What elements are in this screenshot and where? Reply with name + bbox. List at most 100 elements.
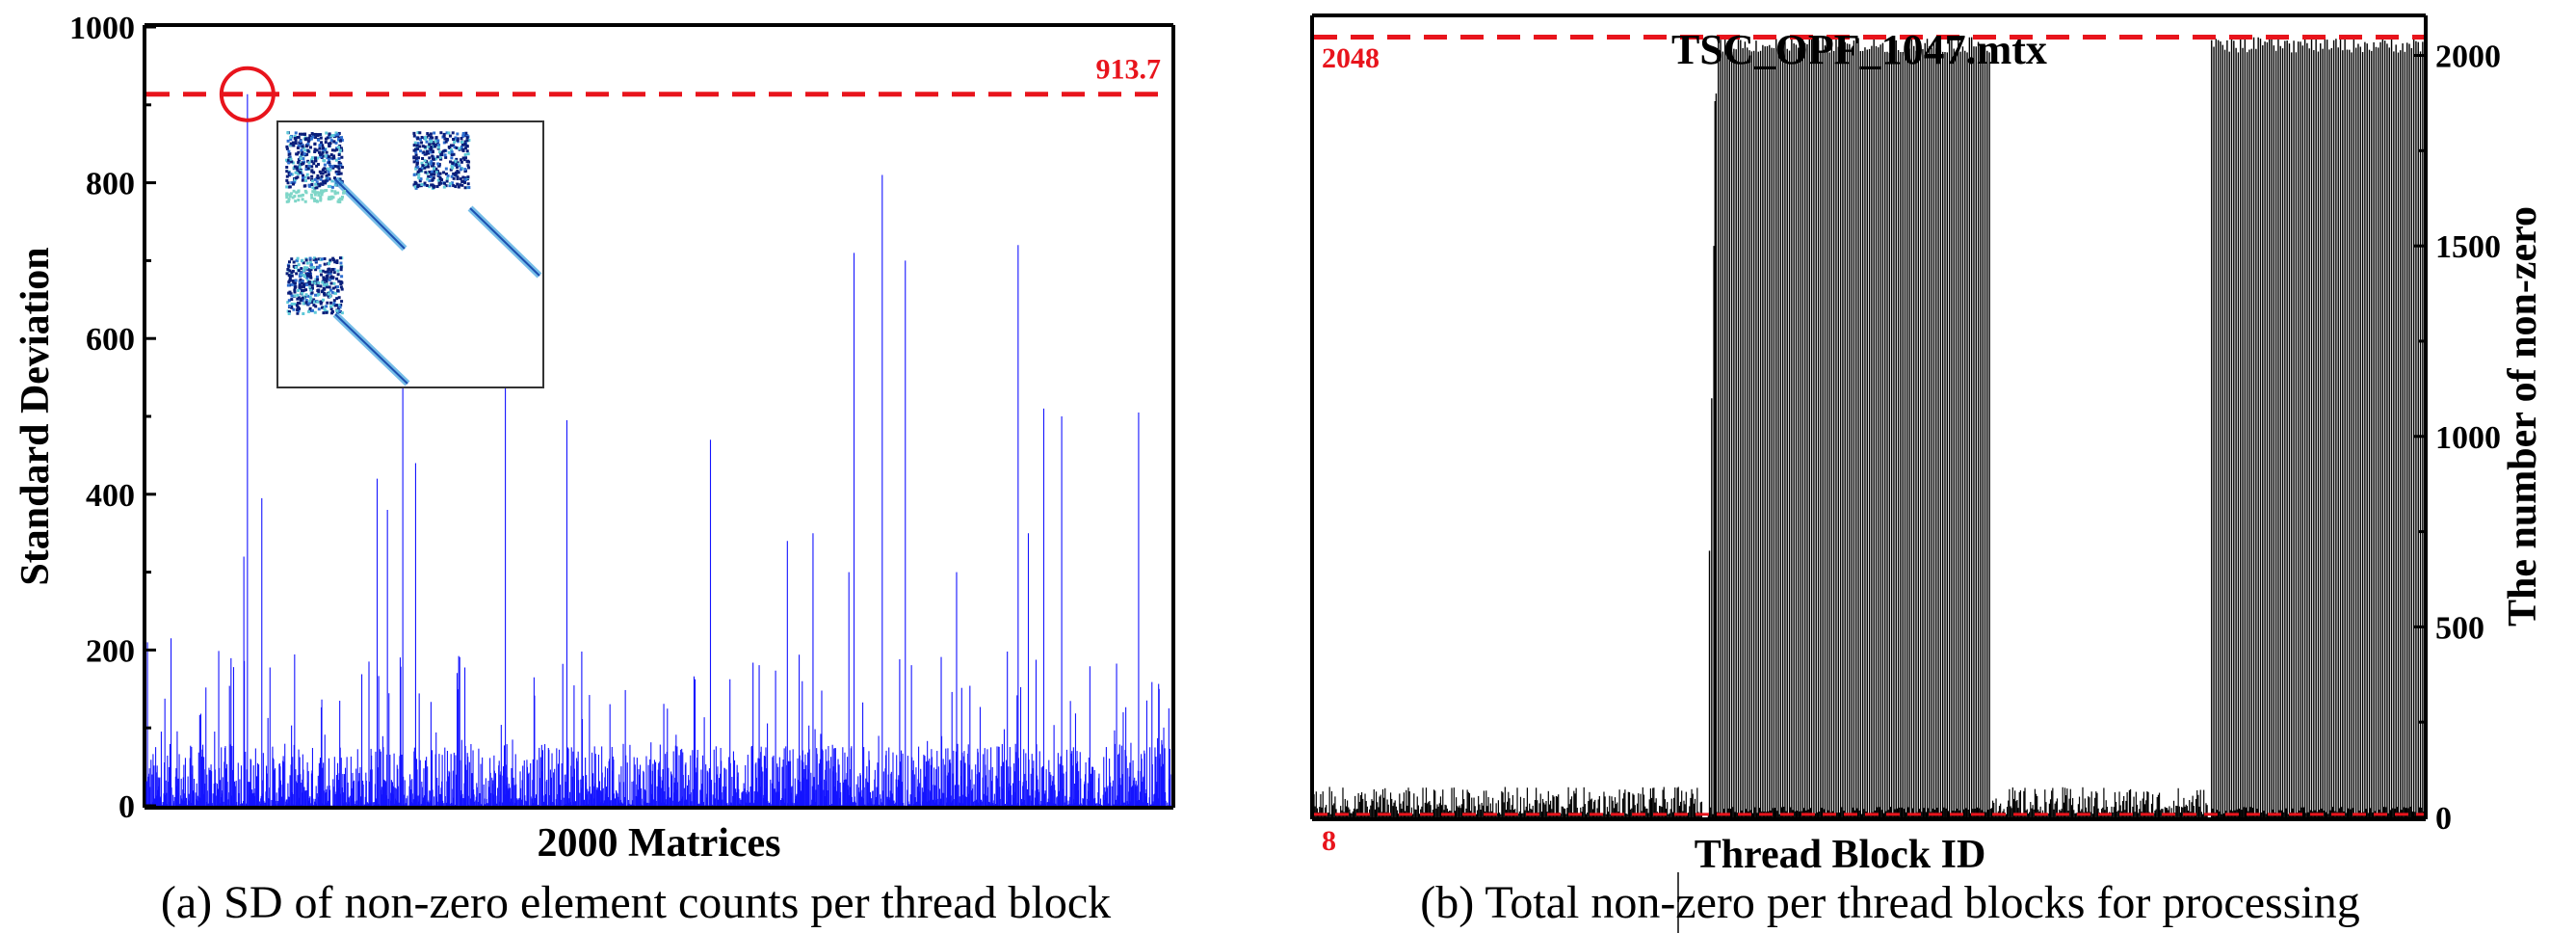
inset-dot bbox=[301, 178, 304, 182]
inset-dot bbox=[445, 131, 449, 135]
inset-dot bbox=[430, 162, 434, 166]
inset-dot bbox=[450, 150, 454, 154]
inset-dot bbox=[336, 269, 340, 273]
inset-dot bbox=[413, 141, 417, 145]
inset-dot bbox=[337, 200, 341, 203]
inset-dot bbox=[447, 146, 451, 149]
inset-dot bbox=[456, 132, 460, 136]
inset-dot bbox=[301, 291, 304, 295]
inset-dot bbox=[465, 144, 469, 147]
inset-dot bbox=[293, 281, 297, 285]
inset-dot bbox=[297, 198, 301, 201]
y-tick-label: 0 bbox=[2435, 801, 2452, 837]
inset-dot bbox=[315, 176, 319, 180]
inset-dot bbox=[326, 282, 329, 286]
inset-dot bbox=[419, 177, 423, 181]
inset-dot bbox=[306, 167, 310, 171]
inset-dot bbox=[443, 148, 447, 152]
inset-dot bbox=[445, 179, 449, 183]
inset-dot bbox=[304, 301, 308, 305]
inset-dot bbox=[290, 302, 294, 306]
inset-dot bbox=[329, 153, 333, 157]
inset-dot bbox=[454, 173, 458, 176]
inset-dot bbox=[321, 144, 325, 147]
inset-dot bbox=[413, 147, 417, 151]
inset-dot bbox=[300, 194, 303, 198]
inset-dot bbox=[463, 140, 467, 144]
inset-dot bbox=[326, 301, 329, 305]
inset-dot bbox=[467, 138, 471, 142]
inset-dot bbox=[426, 149, 430, 153]
inset-dot bbox=[334, 285, 338, 289]
inset-dot bbox=[290, 274, 294, 278]
inset-dot bbox=[306, 159, 310, 163]
inset-dot bbox=[313, 147, 317, 151]
inset-dot bbox=[337, 309, 341, 313]
inset-dot bbox=[425, 172, 429, 175]
inset-dot bbox=[437, 164, 441, 168]
inset-dot bbox=[451, 131, 455, 135]
inset-dot bbox=[336, 133, 340, 137]
inset-dot bbox=[308, 307, 312, 310]
inset-dot bbox=[337, 280, 341, 283]
inset-dot bbox=[325, 305, 329, 308]
inset-dot bbox=[317, 307, 321, 311]
inset-dot bbox=[293, 165, 297, 169]
inset-dot bbox=[302, 157, 305, 161]
inset-dot bbox=[285, 196, 289, 200]
inset-dot bbox=[412, 131, 416, 135]
inset-dot bbox=[319, 152, 323, 156]
inset-dot bbox=[337, 138, 341, 142]
inset-dot bbox=[329, 196, 333, 200]
inset-dot bbox=[439, 152, 443, 156]
inset-dot bbox=[467, 160, 471, 164]
inset-dot bbox=[321, 172, 325, 175]
inset-dot bbox=[464, 131, 468, 135]
inset-dot bbox=[430, 170, 434, 173]
inset-dot bbox=[325, 280, 329, 283]
inset-dot bbox=[316, 300, 320, 304]
inset-dot bbox=[329, 305, 333, 308]
inset-dot bbox=[286, 301, 290, 305]
inset-dot bbox=[287, 198, 291, 201]
inset-dot bbox=[319, 136, 323, 140]
inset-dot bbox=[415, 161, 419, 165]
inset-dot bbox=[460, 145, 463, 148]
inset-dot bbox=[288, 152, 292, 156]
inset-dot bbox=[298, 302, 302, 306]
inset-dot bbox=[430, 147, 434, 150]
inset-dot bbox=[319, 284, 323, 288]
inset-dot bbox=[316, 284, 320, 288]
inset-dot bbox=[323, 287, 327, 291]
inset-dot bbox=[309, 266, 313, 270]
inset-dot bbox=[333, 165, 337, 169]
inset-dot bbox=[418, 145, 422, 148]
inset-dot bbox=[307, 161, 311, 165]
inset-dot bbox=[445, 176, 449, 180]
inset-dot bbox=[418, 149, 422, 153]
inset-dot bbox=[430, 173, 434, 176]
inset-dot bbox=[429, 137, 433, 141]
inset-dot bbox=[299, 139, 302, 143]
inset-dot bbox=[426, 132, 430, 136]
inset-dot bbox=[340, 198, 344, 201]
inset-dot bbox=[422, 150, 426, 154]
inset-dot bbox=[332, 156, 336, 160]
inset-dot bbox=[331, 276, 335, 280]
inset-dot bbox=[285, 145, 289, 148]
inset-dot bbox=[421, 164, 425, 168]
inset-dot bbox=[307, 164, 311, 168]
inset-dot bbox=[452, 138, 456, 142]
inset-dot bbox=[293, 294, 297, 298]
inset-dot bbox=[443, 153, 447, 157]
inset-dot bbox=[460, 160, 463, 164]
inset-dot bbox=[316, 289, 320, 293]
inset-dot bbox=[438, 155, 442, 159]
inset-dot bbox=[319, 302, 323, 306]
inset-dot bbox=[327, 262, 330, 266]
inset-dot bbox=[307, 280, 311, 284]
inset-dot bbox=[310, 156, 314, 160]
inset-dot bbox=[308, 282, 312, 286]
inset-dot bbox=[425, 165, 429, 169]
inset-dot bbox=[336, 273, 340, 277]
